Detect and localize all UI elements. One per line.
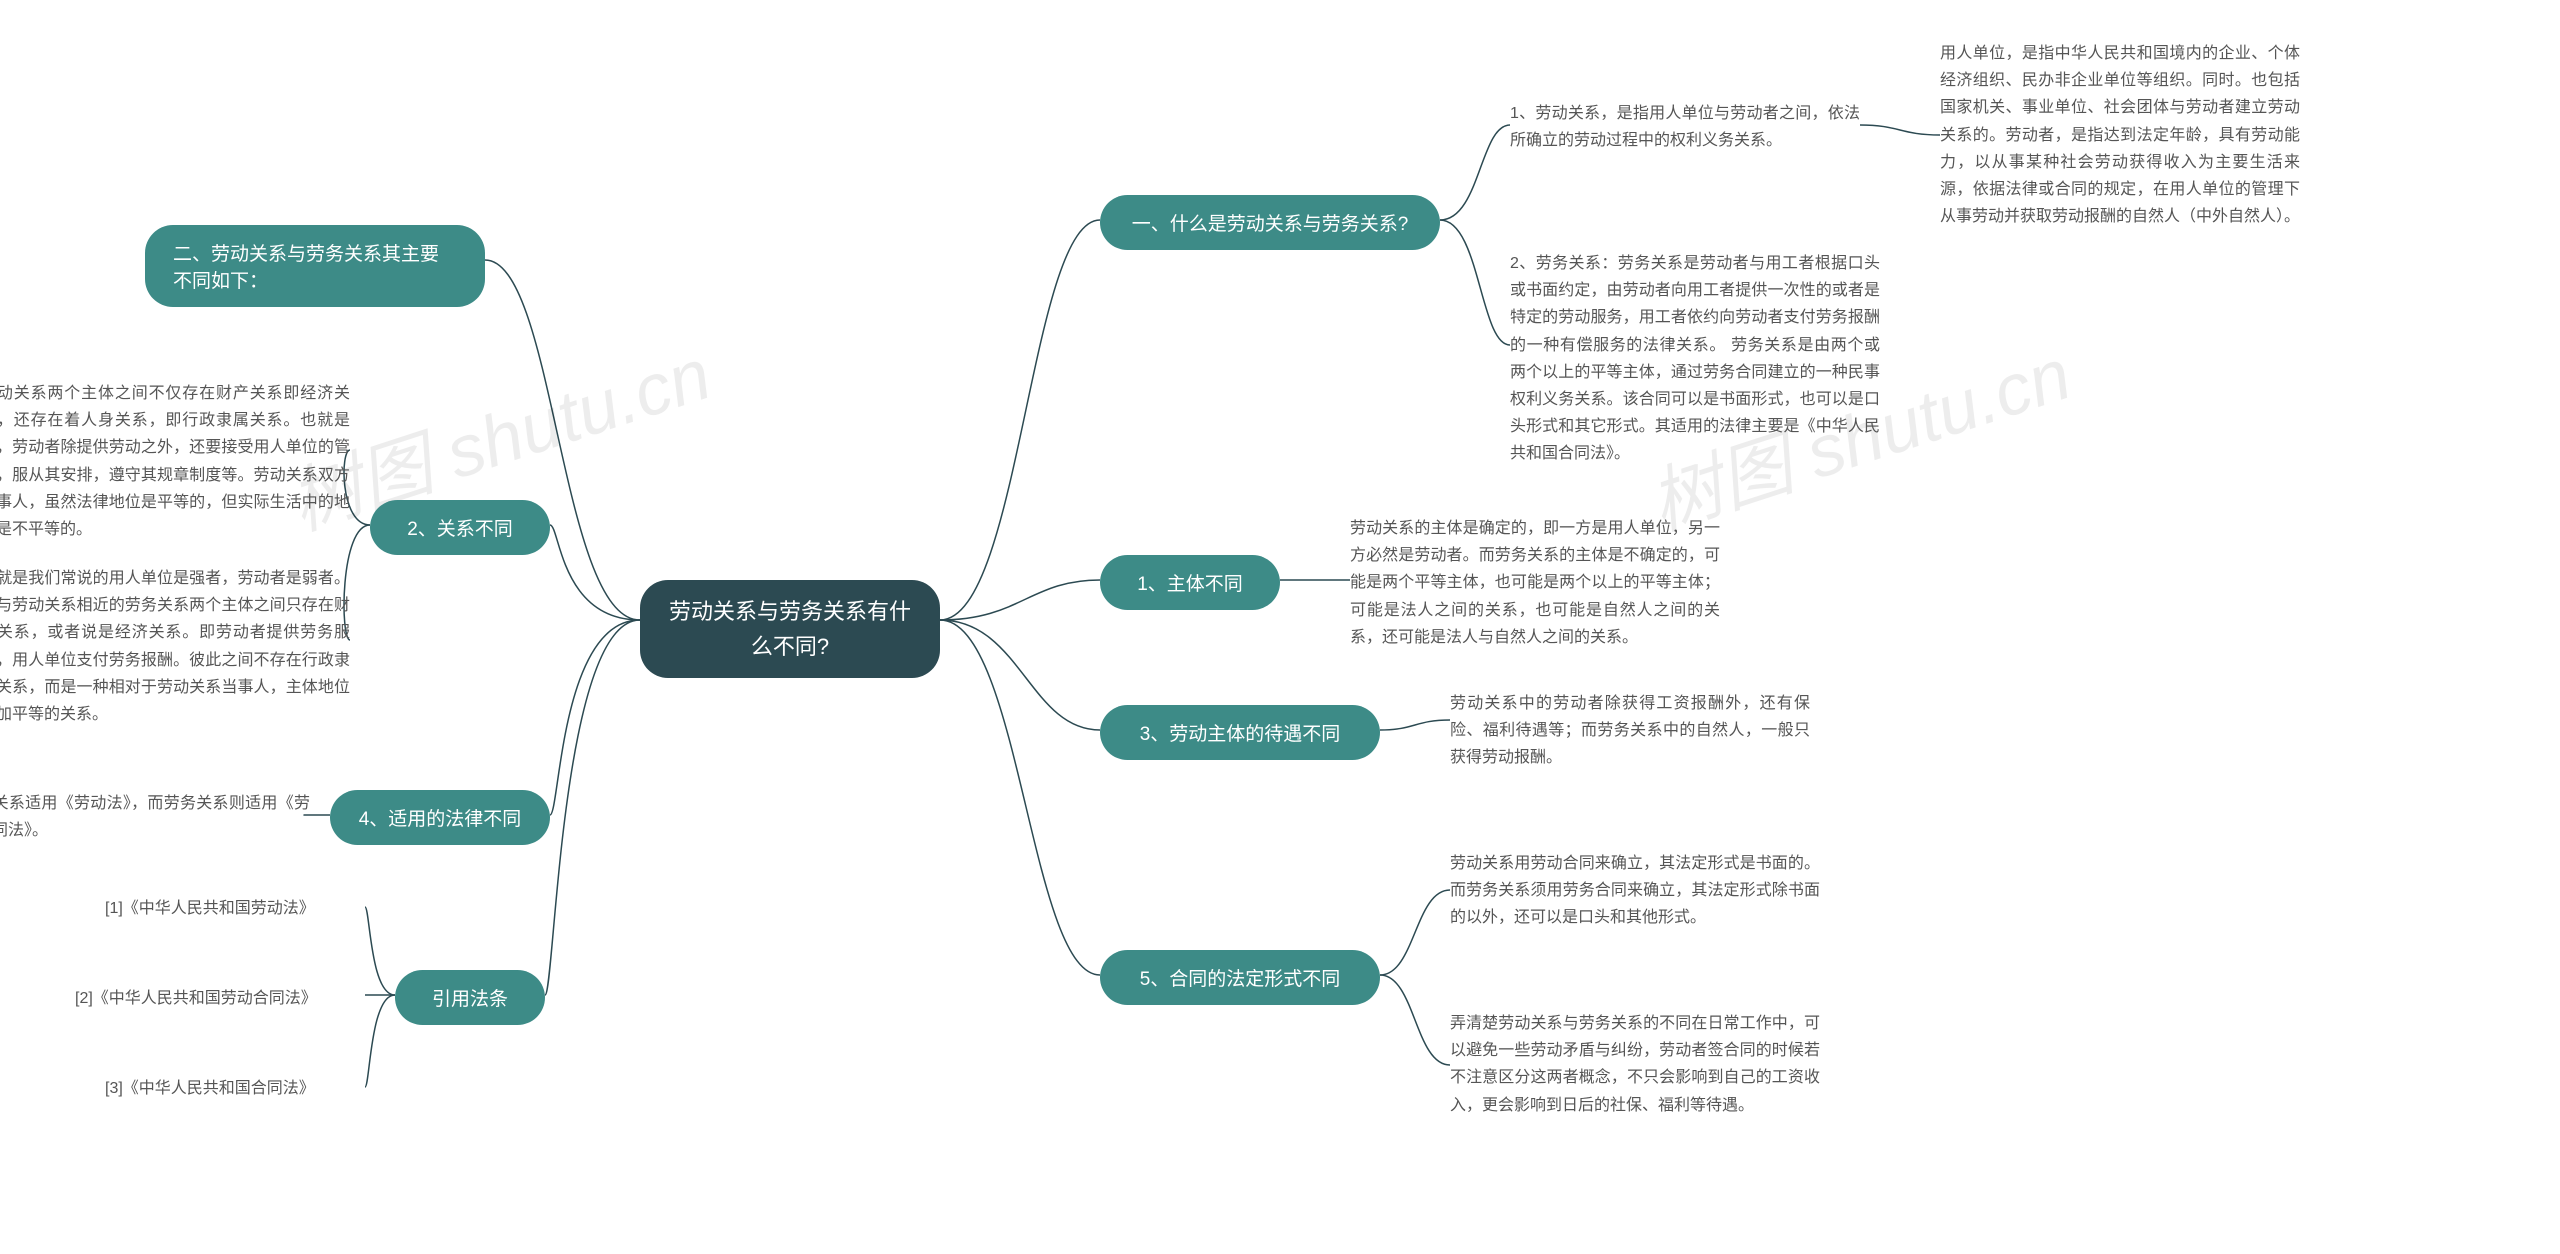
branch-r3[interactable]: 3、劳动主体的待遇不同 — [1100, 705, 1380, 760]
root-label: 劳动关系与劳务关系有什么不同? — [668, 594, 912, 664]
branch-l2[interactable]: 2、关系不同 — [370, 500, 550, 555]
branch-l3-label: 4、适用的法律不同 — [359, 804, 522, 831]
leaf-r4-0: 劳动关系用劳动合同来确立，其法定形式是书面的。而劳务关系须用劳务合同来确立，其法… — [1450, 850, 1820, 932]
leaf-r1-1: 2、劳务关系：劳务关系是劳动者与用工者根据口头或书面约定，由劳动者向用工者提供一… — [1510, 250, 1880, 468]
branch-l1-label: 二、劳动关系与劳务关系其主要不同如下： — [173, 239, 457, 293]
branch-l1[interactable]: 二、劳动关系与劳务关系其主要不同如下： — [145, 225, 485, 307]
leaf-r3-0: 劳动关系中的劳动者除获得工资报酬外，还有保险、福利待遇等；而劳务关系中的自然人，… — [1450, 690, 1810, 772]
branch-l2-label: 2、关系不同 — [407, 514, 513, 541]
branch-r3-label: 3、劳动主体的待遇不同 — [1140, 719, 1341, 746]
branch-r4[interactable]: 5、合同的法定形式不同 — [1100, 950, 1380, 1005]
root-node[interactable]: 劳动关系与劳务关系有什么不同? — [640, 580, 940, 678]
branch-r1[interactable]: 一、什么是劳动关系与劳务关系? — [1100, 195, 1440, 250]
branch-l4-label: 引用法条 — [432, 984, 508, 1011]
leaf-r4-1: 弄清楚劳动关系与劳务关系的不同在日常工作中，可以避免一些劳动矛盾与纠纷，劳动者签… — [1450, 1010, 1820, 1119]
leaf-l2-1: 这就是我们常说的用人单位是强者，劳动者是弱者。而与劳动关系相近的劳务关系两个主体… — [0, 565, 350, 728]
branch-r4-label: 5、合同的法定形式不同 — [1140, 964, 1341, 991]
leaf-l4-0: [1]《中华人民共和国劳动法》 — [105, 895, 365, 922]
branch-r2-label: 1、主体不同 — [1137, 569, 1243, 596]
leaf-l4-1: [2]《中华人民共和国劳动合同法》 — [75, 985, 365, 1012]
branch-r2[interactable]: 1、主体不同 — [1100, 555, 1280, 610]
branch-r1-label: 一、什么是劳动关系与劳务关系? — [1132, 209, 1409, 236]
leaf-l3-0: 劳动关系适用《劳动法》，而劳务关系则适用《劳动合同法》。 — [0, 790, 310, 844]
leaf-l2-0: 劳动关系两个主体之间不仅存在财产关系即经济关系，还存在着人身关系，即行政隶属关系… — [0, 380, 350, 543]
leaf-r1-0: 1、劳动关系，是指用人单位与劳动者之间，依法所确立的劳动过程中的权利义务关系。 — [1510, 100, 1860, 154]
leaf-r2-0: 劳动关系的主体是确定的，即一方是用人单位，另一方必然是劳动者。而劳务关系的主体是… — [1350, 515, 1720, 651]
leaf-l4-2: [3]《中华人民共和国合同法》 — [105, 1075, 365, 1102]
branch-l3[interactable]: 4、适用的法律不同 — [330, 790, 550, 845]
branch-l4[interactable]: 引用法条 — [395, 970, 545, 1025]
leaf-r1-0-grand: 用人单位，是指中华人民共和国境内的企业、个体经济组织、民办非企业单位等组织。同时… — [1940, 40, 2300, 230]
